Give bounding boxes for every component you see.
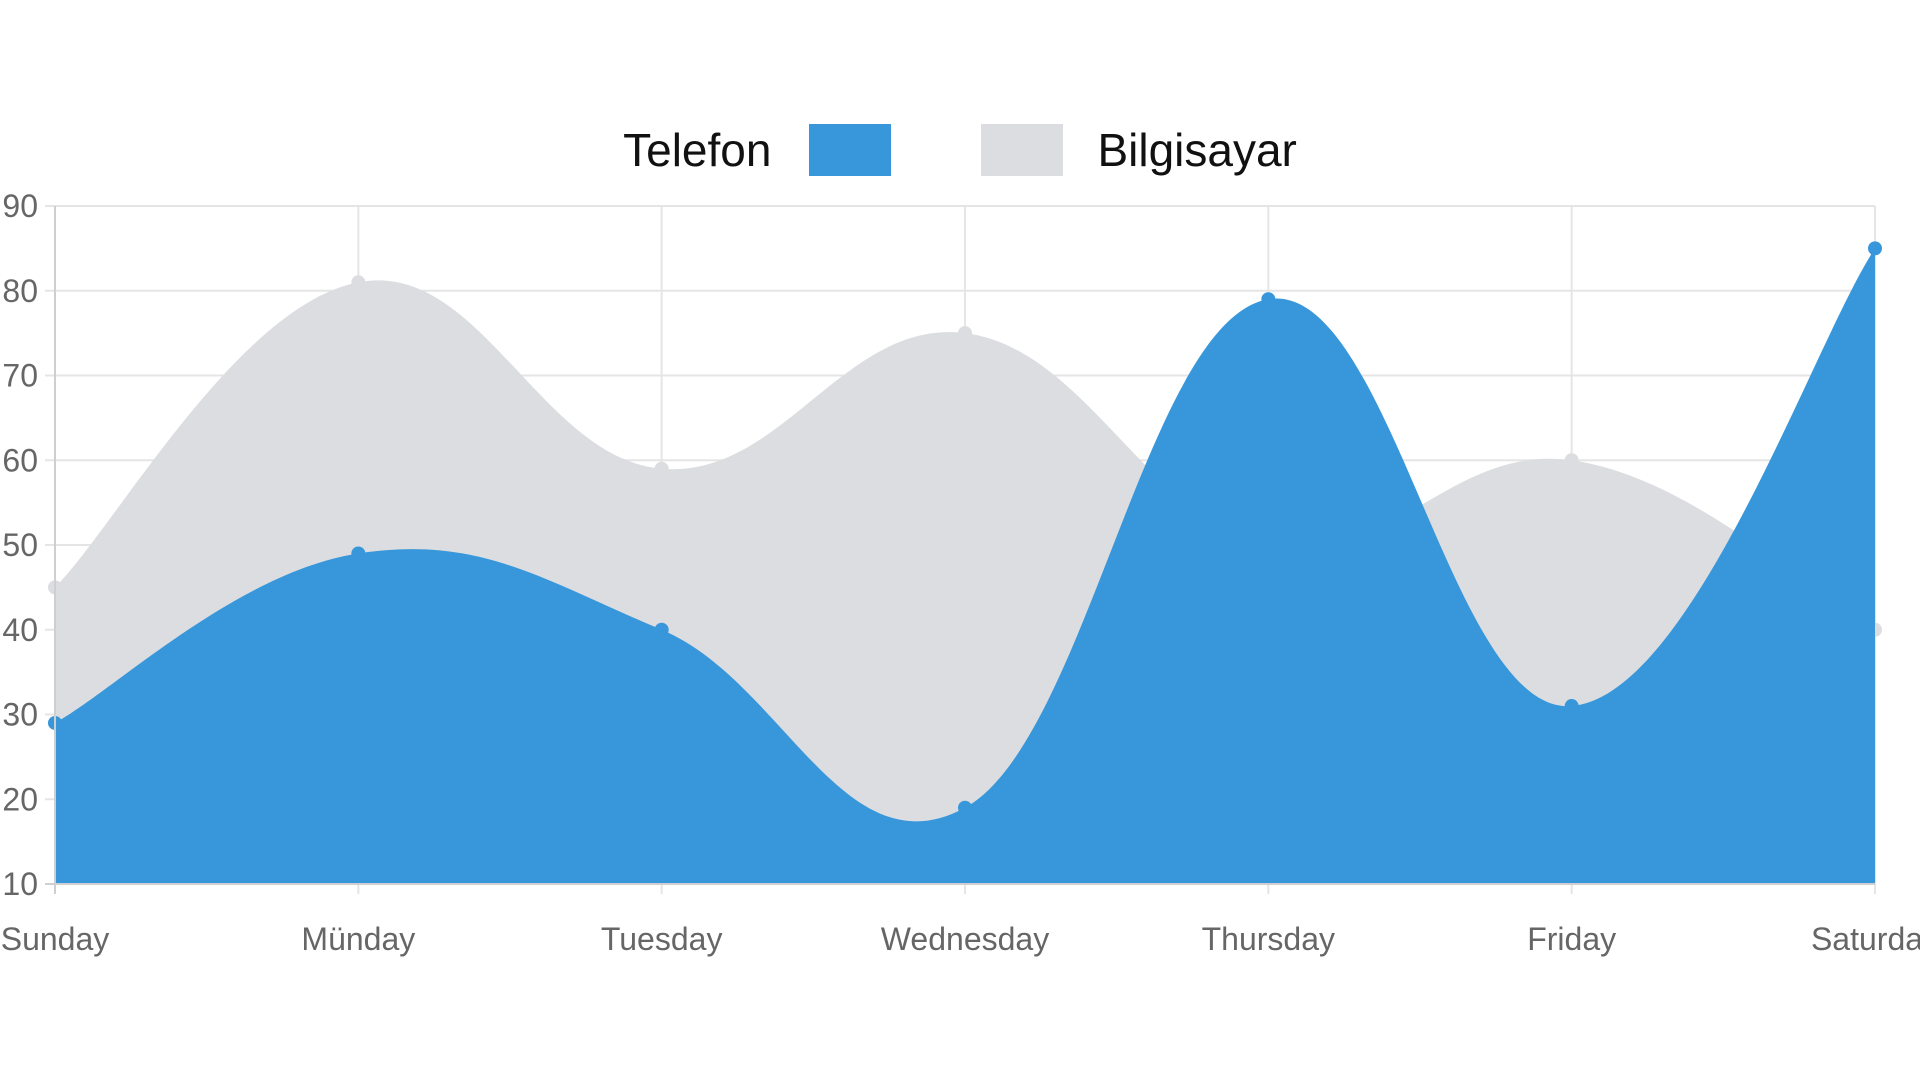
y-tick-label: 30: [2, 697, 38, 733]
y-tick-label: 80: [2, 273, 38, 309]
y-tick-label: 20: [2, 781, 38, 817]
point-bilgisayar-1: [351, 275, 366, 290]
x-tick-label: Wednesday: [881, 921, 1049, 957]
x-tick-label: Sunday: [1, 921, 110, 957]
legend: Telefon Bilgisayar: [0, 120, 1920, 180]
y-tick-label: 60: [2, 442, 38, 478]
x-tick-label: Friday: [1527, 921, 1616, 957]
point-telefon-2: [654, 622, 669, 637]
legend-swatch-bilgisayar: [981, 124, 1064, 176]
x-tick-label: Münday: [301, 921, 415, 957]
point-bilgisayar-3: [958, 326, 972, 341]
point-bilgisayar-2: [654, 461, 669, 476]
legend-item-telefon[interactable]: Telefon: [623, 123, 981, 177]
legend-label-bilgisayar: Bilgisayar: [1097, 124, 1297, 176]
point-telefon-5: [1564, 699, 1579, 714]
point-telefon-4: [1261, 292, 1276, 307]
point-bilgisayar-5: [1564, 453, 1579, 468]
point-telefon-6: [1868, 241, 1882, 256]
y-tick-label: 10: [2, 866, 38, 902]
x-tick-label: Thursday: [1202, 921, 1335, 957]
area-series-telefon: [55, 248, 1875, 884]
y-tick-label: 50: [2, 527, 38, 563]
y-tick-label: 90: [2, 188, 38, 224]
point-telefon-3: [958, 800, 972, 815]
y-tick-label: 40: [2, 612, 38, 648]
legend-label-telefon: Telefon: [623, 124, 772, 176]
legend-swatch-telefon: [809, 124, 892, 176]
x-tick-label: Tuesday: [601, 921, 723, 957]
y-tick-label: 70: [2, 358, 38, 394]
x-tick-label: Saturday: [1811, 921, 1920, 957]
point-telefon-1: [351, 546, 366, 561]
legend-item-bilgisayar[interactable]: Bilgisayar: [981, 123, 1297, 177]
